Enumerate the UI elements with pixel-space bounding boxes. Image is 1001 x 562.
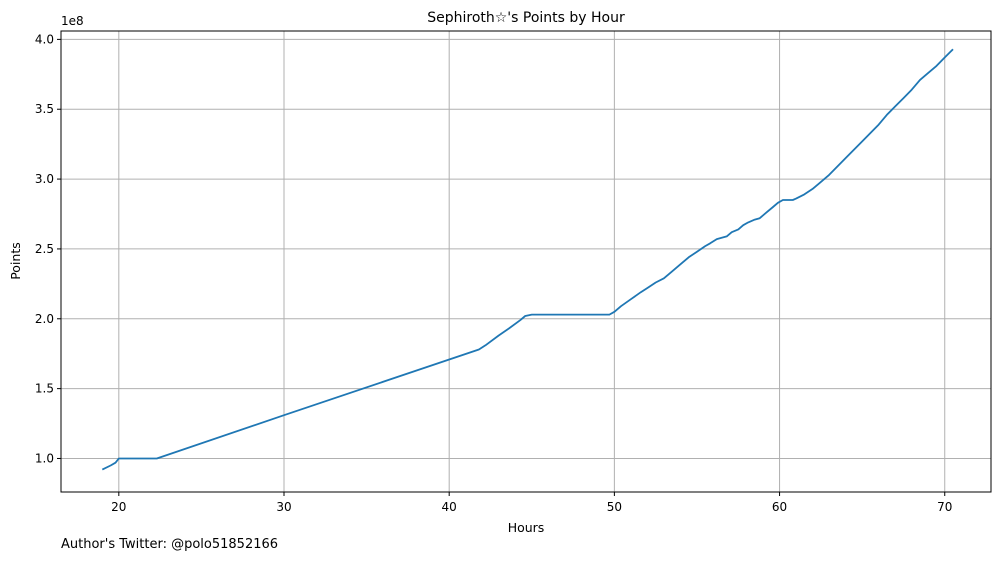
author-twitter-note: Author's Twitter: @polo51852166	[61, 537, 279, 552]
series-line-group	[101, 48, 954, 471]
y-axis-label: Points	[8, 242, 23, 280]
y-tick-label: 4.0	[35, 32, 54, 46]
chart-title: Sephiroth☆'s Points by Hour	[427, 10, 625, 26]
x-axis-label: Hours	[508, 520, 545, 535]
x-tick-label: 70	[937, 500, 952, 514]
y-tick-label: 2.0	[35, 312, 54, 326]
axis-ticks: 20 30 40 50 60 70 1.0 1.5 2.0 2.5 3.0 3.5 4.0	[35, 32, 952, 514]
y-tick-label: 3.0	[35, 172, 54, 186]
x-tick-label: 30	[276, 500, 291, 514]
x-tick-label: 40	[442, 500, 457, 514]
x-tick-label: 20	[111, 500, 126, 514]
y-tick-label: 1.0	[35, 451, 54, 465]
points-series-line	[101, 48, 954, 471]
x-tick-label: 60	[772, 500, 787, 514]
grid	[61, 31, 991, 492]
plot-frame	[60, 30, 992, 493]
y-tick-label: 1.5	[35, 382, 54, 396]
y-axis-offset-label: 1e8	[61, 14, 84, 28]
x-tick-label: 50	[607, 500, 622, 514]
y-tick-label: 3.5	[35, 102, 54, 116]
y-tick-label: 2.5	[35, 242, 54, 256]
